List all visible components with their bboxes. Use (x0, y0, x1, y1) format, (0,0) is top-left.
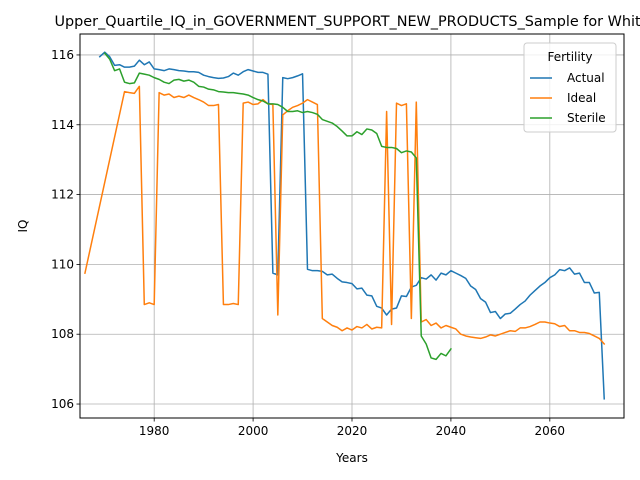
axis-ticks: 1980 2000 2020 2040 2060 106 108 110 112 114 116 (51, 48, 565, 438)
series-line-actual (98, 51, 606, 400)
x-tick-label: 2040 (436, 424, 467, 438)
legend-box (523, 42, 617, 133)
legend: Fertility Actual Ideal Sterile (523, 42, 617, 133)
legend-label-ideal: Ideal (567, 91, 596, 105)
series-lines (84, 51, 606, 400)
x-tick-label: 2020 (337, 424, 368, 438)
x-tick-label: 2060 (535, 424, 566, 438)
y-tick-label: 110 (51, 257, 74, 271)
chart-title: Upper_Quartile_IQ_in_GOVERNMENT_SUPPORT_… (55, 14, 640, 30)
legend-title: Fertility (547, 50, 592, 64)
y-axis-label: IQ (16, 220, 30, 233)
y-tick-label: 108 (51, 327, 74, 341)
series-line-ideal (84, 85, 606, 346)
x-tick-label: 2000 (238, 424, 269, 438)
x-axis-label: Years (335, 451, 368, 465)
series-line-sterile (103, 52, 452, 361)
y-tick-label: 116 (51, 48, 74, 62)
legend-label-sterile: Sterile (567, 111, 606, 125)
y-tick-label: 114 (51, 118, 74, 132)
y-tick-label: 112 (51, 188, 74, 202)
legend-label-actual: Actual (567, 71, 605, 85)
x-tick-label: 1980 (139, 424, 170, 438)
y-tick-label: 106 (51, 397, 74, 411)
